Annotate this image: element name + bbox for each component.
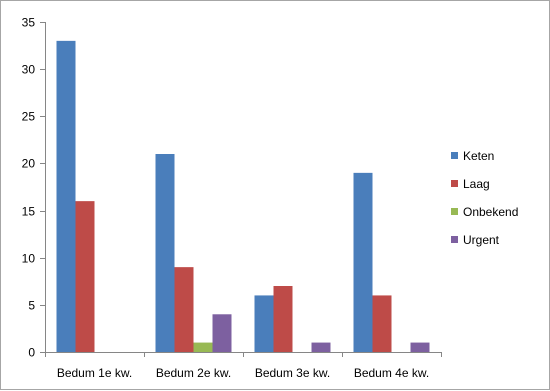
y-tick-label: 5 [28,299,35,313]
x-tick-label: Bedum 2e kw. [156,366,231,380]
x-tick-label: Bedum 3e kw. [255,366,330,380]
legend-swatch-onbekend [451,208,458,215]
x-tick-label: Bedum 1e kw. [57,366,132,380]
bar-urgent [410,342,430,352]
legend-label-urgent: Urgent [463,233,500,247]
y-tick-label: 30 [22,63,36,77]
bar-laag [75,201,95,352]
y-tick-label: 15 [22,205,36,219]
bar-keten [155,154,175,352]
y-tick-label: 0 [28,346,35,360]
bar-keten [56,40,76,352]
bar-onbekend [193,342,213,352]
x-axis-ticks: Bedum 1e kw. Bedum 2e kw. Bedum 3e kw. Bedu… [45,352,442,380]
chart-bars [56,40,430,352]
y-tick-label: 20 [22,157,36,171]
legend-label-keten: Keten [463,149,494,163]
bar-urgent [311,342,331,352]
legend-swatch-laag [451,180,458,187]
y-tick-label: 35 [22,16,36,30]
bar-keten [254,295,274,352]
legend-swatch-keten [451,152,458,159]
legend-label-laag: Laag [463,177,490,191]
legend-label-onbekend: Onbekend [463,205,518,219]
bar-laag [372,295,392,352]
bar-keten [353,172,373,352]
bar-laag [273,286,293,352]
legend-swatch-urgent [451,236,458,243]
y-tick-label: 10 [22,252,36,266]
x-tick-label: Bedum 4e kw. [354,366,429,380]
y-tick-label: 25 [22,110,36,124]
y-axis-ticks: 0 5 10 15 20 25 30 35 [22,16,45,360]
bar-laag [174,267,194,352]
bar-urgent [212,314,232,352]
chart-legend: Keten Laag Onbekend Urgent [451,149,518,247]
